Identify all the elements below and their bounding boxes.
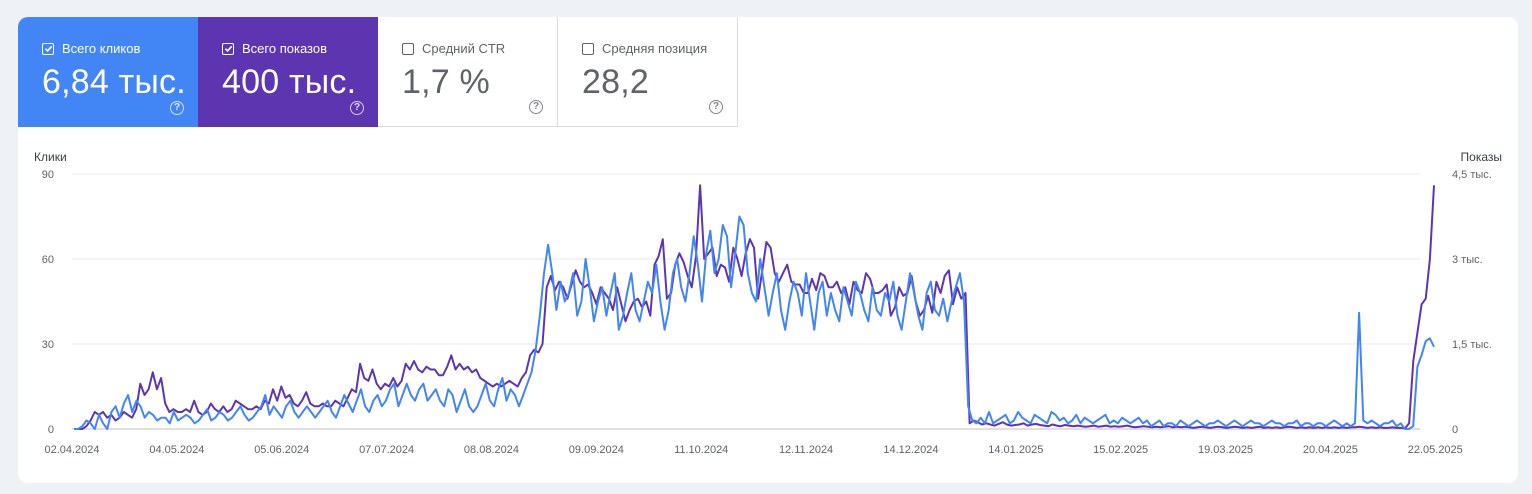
x-tick-label: 14.01.2025 [988,444,1043,456]
help-circle-icon[interactable]: ? [529,100,543,114]
metric-value: 6,84 тыс. [42,63,186,101]
x-tick-label: 02.04.2024 [44,444,99,456]
metric-tile-clicks[interactable]: Всего кликов 6,84 тыс. ? [18,17,198,127]
left-tick-label: 30 [42,339,54,351]
metric-header: Средняя позиция [582,41,707,56]
x-tick-label: 04.05.2024 [149,444,204,456]
clicks-series-line [74,215,1435,430]
checkbox-unchecked-icon[interactable] [402,42,414,55]
x-tick-label: 07.07.2024 [359,444,414,456]
performance-chart: Клики Показы 90 4,5 тыс. 60 3 тыс. 30 1,5 тыс. 0… [34,150,1502,456]
x-tick-label: 05.06.2024 [254,444,309,456]
right-axis-title: Показы [1461,150,1502,164]
x-tick-label: 19.03.2025 [1198,444,1253,456]
metric-label: Всего кликов [62,41,141,56]
left-tick-label: 90 [42,169,54,181]
metric-header: Всего кликов [42,41,140,56]
right-tick-label: 1,5 тыс. [1452,339,1492,351]
right-tick-label: 3 тыс. [1452,254,1483,266]
left-tick-label: 60 [42,254,54,266]
metric-value: 28,2 [582,63,649,101]
checkbox-unchecked-icon[interactable] [582,42,594,55]
checkmark-icon [224,45,232,52]
x-tick-label: 22.05.2025 [1408,444,1463,456]
metric-header: Средний CTR [402,41,505,56]
metric-value: 1,7 % [402,63,490,101]
checkmark-icon [44,45,52,52]
x-tick-label: 09.09.2024 [569,444,624,456]
x-tick-label: 20.04.2025 [1303,444,1358,456]
metric-tiles: Всего кликов 6,84 тыс. ? Всего показов 4… [18,17,738,127]
help-circle-icon[interactable]: ? [709,100,723,114]
performance-card: Всего кликов 6,84 тыс. ? Всего показов 4… [18,17,1518,483]
metric-tile-position[interactable]: Средняя позиция 28,2 ? [558,17,738,127]
right-tick-label: 0 [1452,424,1458,436]
x-tick-label: 11.10.2024 [674,444,728,456]
left-tick-label: 0 [48,424,54,436]
metric-header: Всего показов [222,41,327,56]
help-circle-icon[interactable]: ? [350,101,364,115]
x-tick-label: 12.11.2024 [779,444,833,456]
left-axis-title: Клики [34,150,67,164]
right-tick-label: 4,5 тыс. [1452,169,1492,181]
metric-tile-impressions[interactable]: Всего показов 400 тыс. ? [198,17,378,127]
x-tick-label: 14.12.2024 [883,444,938,456]
help-circle-icon[interactable]: ? [170,101,184,115]
metric-value: 400 тыс. [222,63,357,101]
checkbox-checked-icon[interactable] [42,42,54,55]
metric-tile-ctr[interactable]: Средний CTR 1,7 % ? [378,17,558,127]
impressions-series-line [74,184,1435,430]
metric-label: Средняя позиция [602,41,708,56]
checkbox-checked-icon[interactable] [222,42,234,55]
x-tick-label: 15.02.2025 [1093,444,1148,456]
metric-label: Всего показов [242,41,327,56]
x-tick-label: 08.08.2024 [464,444,519,456]
metric-label: Средний CTR [422,41,506,56]
